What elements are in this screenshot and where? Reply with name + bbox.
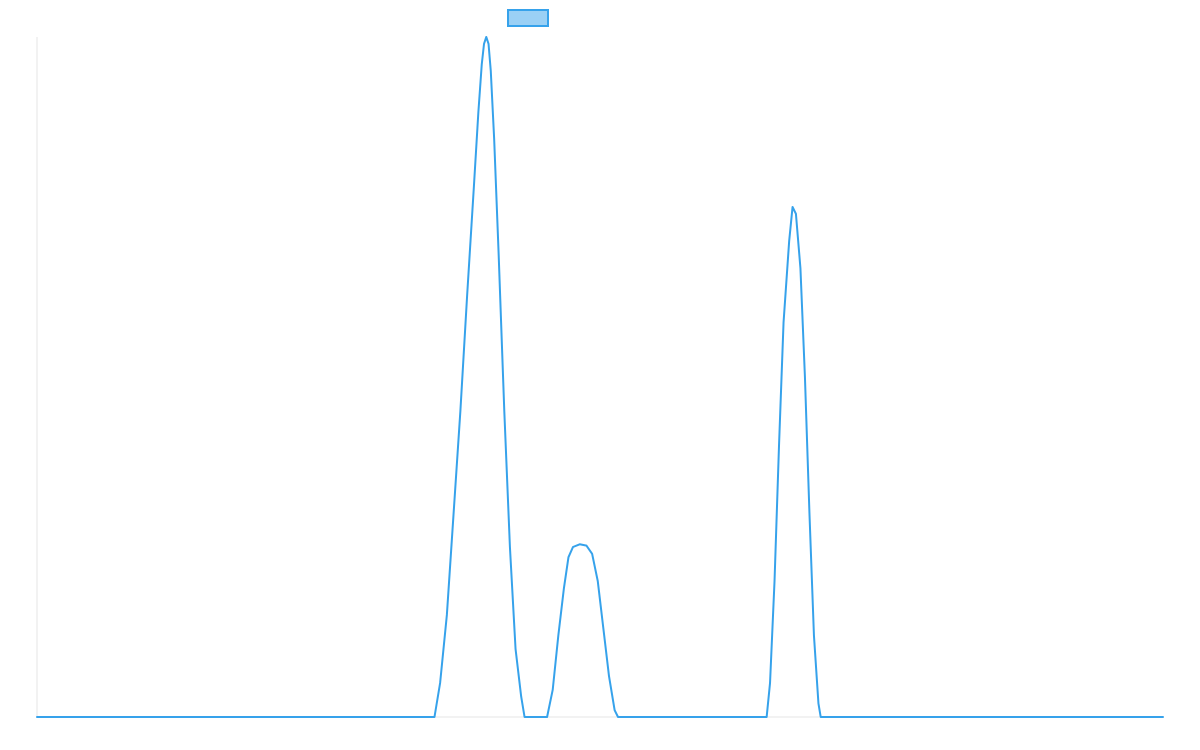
series-line-0[interactable] (36, 36, 1164, 718)
legend (507, 9, 549, 27)
legend-swatch[interactable] (507, 9, 549, 27)
axes (36, 37, 1163, 718)
series-layer (36, 36, 1164, 718)
